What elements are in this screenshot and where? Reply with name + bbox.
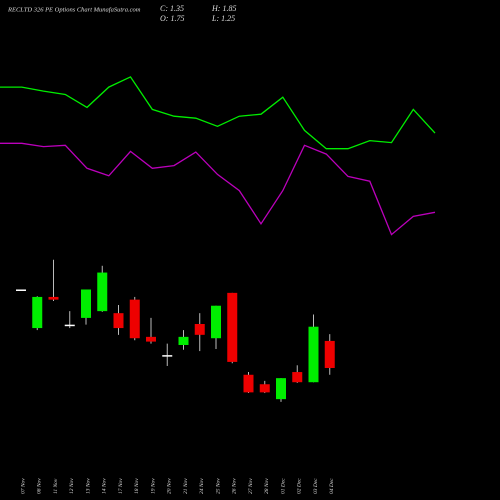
candle-body: [178, 336, 189, 345]
x-tick-label: 25 Nov: [215, 478, 221, 494]
x-tick-label: 26 Nov: [232, 478, 238, 494]
candle-body: [81, 289, 91, 318]
x-tick-label: 14 Nov: [101, 478, 108, 494]
ohlc-summary: H: 1.85: [211, 4, 236, 13]
x-tick-label: 07 Nov: [20, 478, 26, 494]
ohlc-summary: C: 1.35: [160, 4, 184, 13]
candle-body: [64, 324, 75, 327]
indicator-line: [0, 142, 436, 236]
x-tick-label: 13 Nov: [85, 478, 91, 494]
candle-body: [292, 372, 303, 383]
indicator-line: [0, 76, 436, 150]
candle-body: [162, 355, 173, 357]
candle-body: [16, 289, 26, 291]
x-tick-label: 03 Dec: [313, 478, 319, 494]
candle-body: [48, 296, 59, 300]
x-tick-label: 17 Nov: [118, 478, 124, 494]
candle-body: [97, 272, 108, 312]
x-tick-label: 12 Nov: [69, 478, 75, 494]
candle-body: [276, 378, 286, 400]
x-tick-label: 24 Nov: [198, 478, 205, 494]
x-tick-label: 28 Nov: [264, 478, 270, 494]
ohlc-summary: O: 1.75: [160, 14, 184, 23]
x-tick-label: 21 Nov: [183, 478, 189, 494]
candle-body: [227, 292, 238, 362]
x-tick-label: 20 Nov: [167, 478, 173, 494]
candle-body: [113, 313, 124, 329]
ohlc-summary: L: 1.25: [211, 14, 235, 23]
x-tick-label: 01 Dec: [280, 478, 286, 494]
x-tick-label: 08 Nov: [37, 478, 43, 494]
candle-body: [146, 336, 156, 342]
x-tick-label: 02 Dec: [297, 478, 303, 494]
x-tick-label: 11 Nov: [53, 478, 59, 494]
x-tick-label: 04 Dec: [328, 478, 335, 494]
candle-body: [243, 374, 254, 393]
candle-body: [259, 384, 270, 393]
chart-title: RECLTD 326 PE Options Chart MunafaSutra.…: [7, 6, 141, 13]
candle-body: [194, 324, 205, 335]
candle-body: [324, 340, 335, 368]
x-tick-label: 18 Nov: [134, 478, 140, 494]
candle-body: [32, 296, 43, 329]
x-tick-label: 19 Nov: [150, 478, 156, 494]
candle-body: [308, 326, 319, 383]
x-tick-label: 27 Nov: [248, 478, 254, 494]
candle-body: [129, 299, 140, 339]
candle-body: [211, 305, 221, 339]
